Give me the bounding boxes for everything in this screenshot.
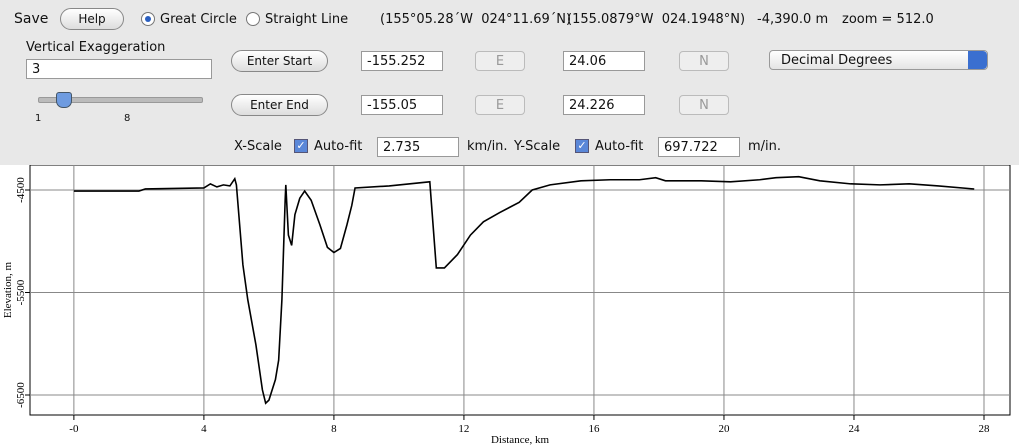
slider-max: 8 xyxy=(124,113,131,124)
enter-end-button[interactable]: Enter End xyxy=(231,94,328,116)
straight-line-label[interactable]: Straight Line xyxy=(265,12,349,27)
y-axis-title: Elevation, m xyxy=(2,261,14,318)
coord-dms: (155°05.28´W 024°11.69´N) xyxy=(380,12,572,27)
x-axis-title: Distance, km xyxy=(491,434,549,446)
start-lat-input[interactable]: 24.06 xyxy=(563,51,645,71)
coord-decimal: (155.0879°W 024.1948°N) xyxy=(567,12,746,27)
y-tick-label: -5500 xyxy=(15,279,27,305)
enter-start-button[interactable]: Enter Start xyxy=(231,50,328,72)
great-circle-label[interactable]: Great Circle xyxy=(160,12,237,27)
vert-exag-input[interactable]: 3 xyxy=(26,59,212,79)
profile-chart: -0 4 8 12 16 20 24 28 -6500 -5500 -4500 Distance, k… xyxy=(2,165,1011,446)
x-tick-label: 28 xyxy=(978,423,990,435)
x-tick-label: 12 xyxy=(458,423,469,435)
zoom-readout: zoom = 512.0 xyxy=(842,12,934,27)
end-lat-input[interactable]: 24.226 xyxy=(563,95,645,115)
elevation-readout: -4,390.0 m xyxy=(757,12,829,27)
x-autofit-check[interactable]: ✓ xyxy=(294,139,308,153)
save-button[interactable]: Save xyxy=(14,11,49,27)
y-autofit-label[interactable]: Auto-fit xyxy=(595,139,644,154)
profile-line xyxy=(73,175,975,405)
x-tick-label: -0 xyxy=(69,423,79,435)
end-lon-hemi[interactable]: E xyxy=(475,95,525,115)
start-lon-input[interactable]: -155.252 xyxy=(361,51,443,71)
y-autofit-check[interactable]: ✓ xyxy=(575,139,589,153)
x-tick-label: 20 xyxy=(718,423,730,435)
x-unit: km/in. xyxy=(467,139,508,154)
toolbar: Save Help Great Circle Straight Line (15… xyxy=(0,0,1019,165)
radio-great-circle[interactable] xyxy=(141,12,155,26)
help-button[interactable]: Help xyxy=(60,8,124,30)
x-tick-label: 8 xyxy=(331,423,337,435)
y-scale-input[interactable]: 697.722 xyxy=(658,137,740,157)
x-autofit-label[interactable]: Auto-fit xyxy=(314,139,363,154)
x-tick-label: 16 xyxy=(588,423,600,435)
slider-min: 1 xyxy=(35,113,42,124)
y-unit: m/in. xyxy=(748,139,782,154)
start-lon-hemi[interactable]: E xyxy=(475,51,525,71)
plot-area xyxy=(29,165,1011,416)
format-select[interactable]: Decimal Degrees xyxy=(769,50,988,70)
end-lat-hemi[interactable]: N xyxy=(679,95,729,115)
end-lon-input[interactable]: -155.05 xyxy=(361,95,443,115)
x-tick-label: 4 xyxy=(201,423,207,435)
slider-track[interactable] xyxy=(38,97,203,103)
y-tick-label: -4500 xyxy=(15,177,27,203)
x-scale-input[interactable]: 2.735 xyxy=(377,137,459,157)
radio-straight-line[interactable] xyxy=(246,12,260,26)
y-tick-label: -6500 xyxy=(15,382,27,408)
slider-thumb[interactable] xyxy=(56,92,72,108)
vert-exag-label: Vertical Exaggeration xyxy=(26,40,166,55)
y-scale-label: Y-Scale xyxy=(514,139,561,154)
x-scale-label: X-Scale xyxy=(234,139,282,154)
select-arrow[interactable] xyxy=(968,51,987,69)
x-tick-label: 24 xyxy=(848,423,860,435)
start-lat-hemi[interactable]: N xyxy=(679,51,729,71)
